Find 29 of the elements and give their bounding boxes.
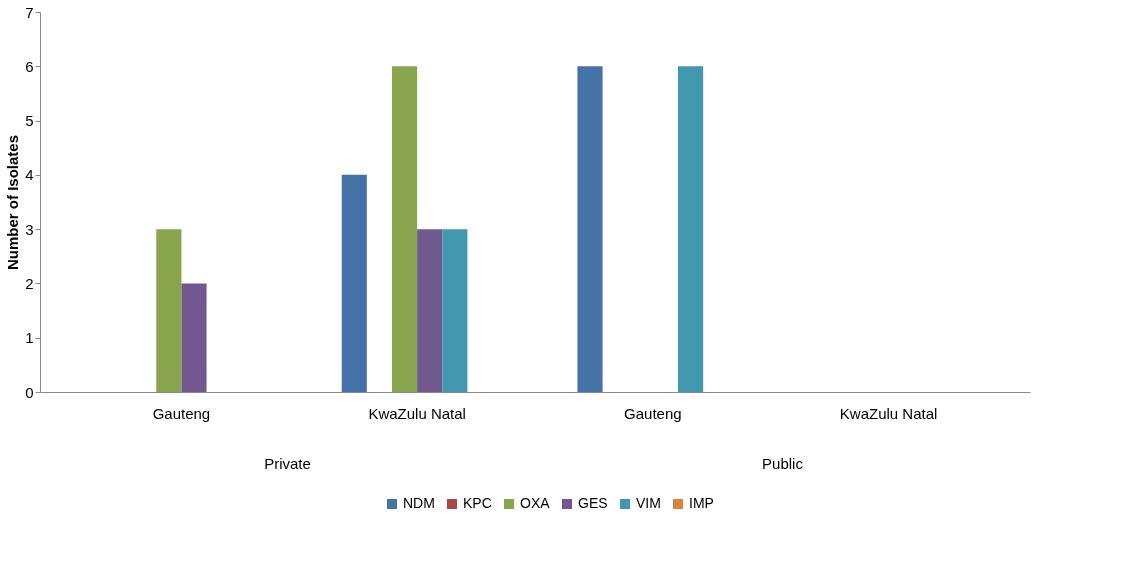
y-axis-title: Number of Isolates xyxy=(4,134,22,271)
y-tick-label: 4 xyxy=(25,166,34,184)
text: Private xyxy=(264,455,311,472)
x-tick-label: Gauteng xyxy=(152,404,211,422)
bar xyxy=(341,174,367,392)
bar xyxy=(577,66,603,392)
x-tick-label: KwaZulu Natal xyxy=(368,404,466,422)
bar xyxy=(392,66,418,392)
x-tick-label: Gauteng xyxy=(624,404,682,422)
y-tick-label: 7 xyxy=(25,3,34,21)
y-tick-label: 0 xyxy=(25,383,34,401)
legend-label: IMP xyxy=(689,495,714,511)
legend-label: GES xyxy=(578,495,608,511)
bar xyxy=(156,229,182,392)
legend-label: NDM xyxy=(403,495,435,511)
bar xyxy=(417,229,443,392)
bar xyxy=(181,283,207,392)
y-tick-label: 2 xyxy=(25,274,34,292)
legend-label: OXA xyxy=(520,495,551,511)
legend-label: KPC xyxy=(463,495,492,511)
text: Public xyxy=(762,455,804,472)
y-tick-label: 1 xyxy=(25,329,34,347)
y-tick-label: 3 xyxy=(25,220,34,238)
bar xyxy=(678,66,704,392)
y-tick-label: 5 xyxy=(25,112,34,130)
legend-label: VIM xyxy=(636,495,661,511)
y-tick-label: 6 xyxy=(25,57,34,75)
x-tick-label: KwaZulu Natal xyxy=(839,404,938,422)
bar xyxy=(442,229,468,392)
